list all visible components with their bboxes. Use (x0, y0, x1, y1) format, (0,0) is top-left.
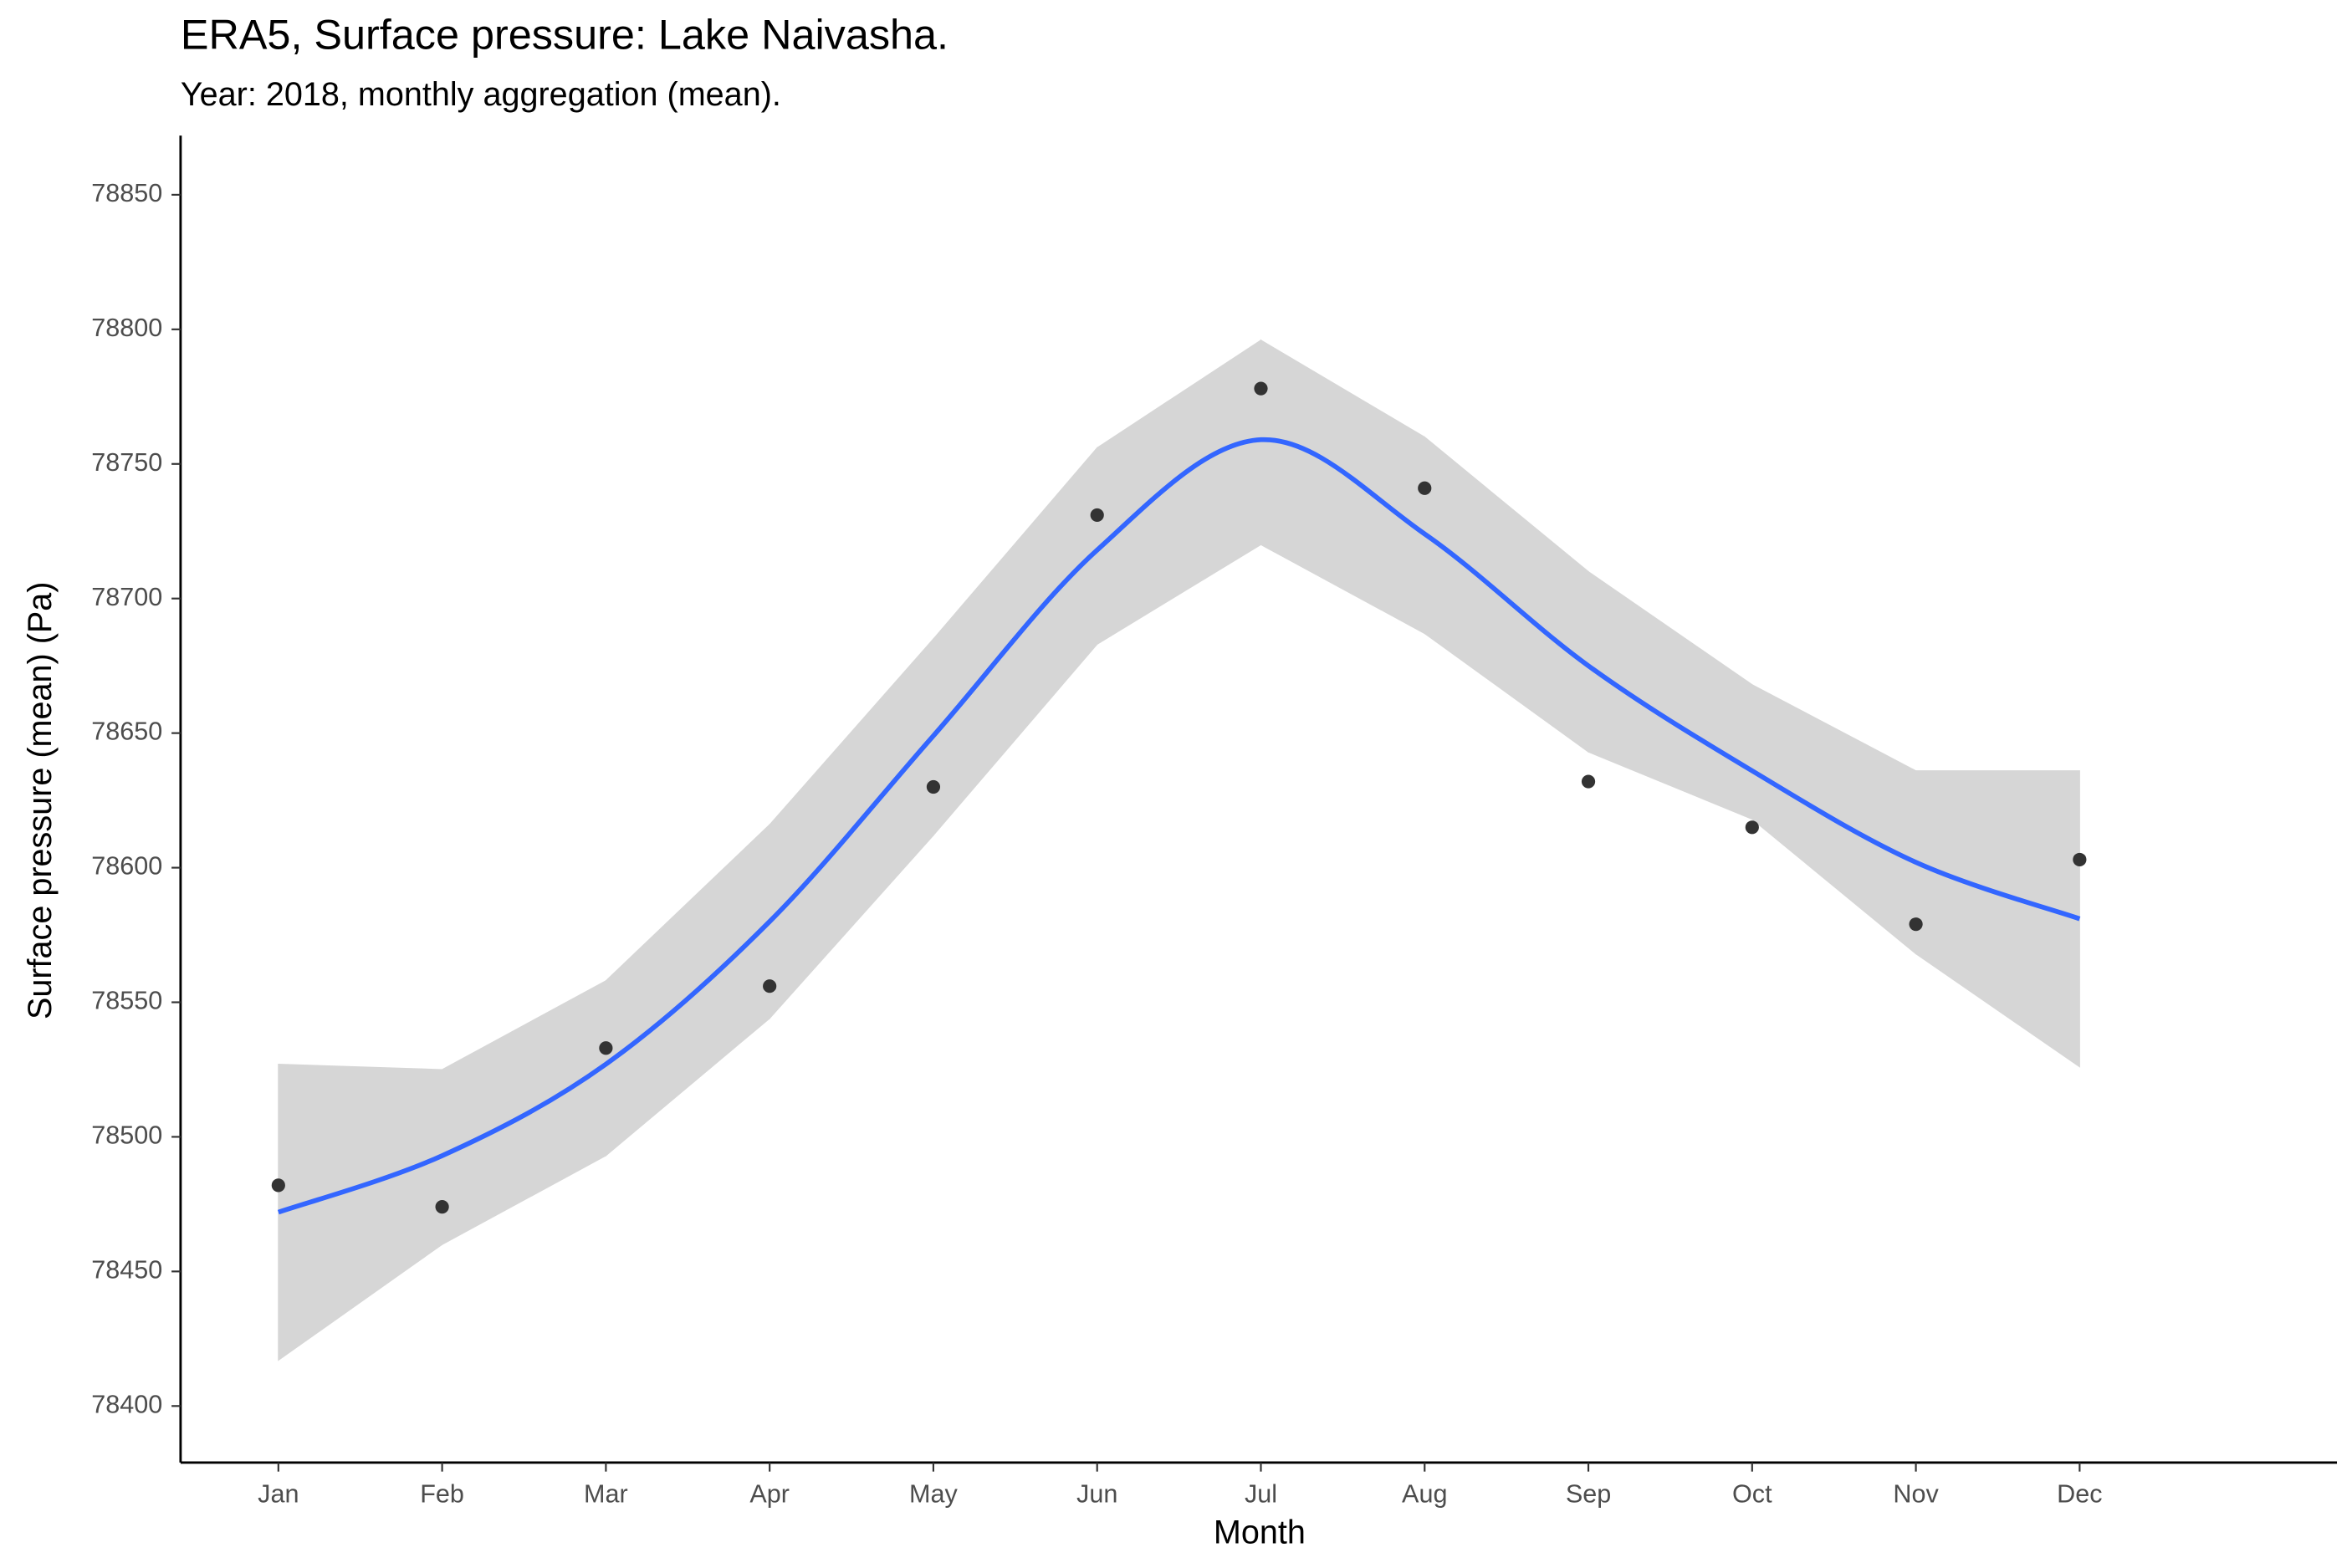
data-point (1254, 381, 1268, 396)
data-point (763, 979, 777, 993)
y-tick-label: 78450 (91, 1255, 162, 1284)
chart-title: ERA5, Surface pressure: Lake Naivasha. (181, 10, 948, 58)
x-tick-label: Jul (1245, 1480, 1277, 1509)
x-tick-label: Oct (1732, 1480, 1772, 1509)
y-axis-title: Surface pressure (mean) (Pa) (22, 582, 59, 1020)
x-tick-label: Sep (1566, 1480, 1611, 1509)
data-point (2073, 852, 2087, 867)
x-tick-label: Aug (1402, 1480, 1447, 1509)
x-tick-label: Feb (420, 1480, 464, 1509)
y-tick-label: 78400 (91, 1390, 162, 1418)
x-tick-label: Apr (749, 1480, 790, 1509)
x-tick-label: Jun (1076, 1480, 1117, 1509)
x-tick-label: Jan (258, 1480, 299, 1509)
y-tick-label: 78800 (91, 314, 162, 342)
data-point (1581, 774, 1596, 789)
data-point (435, 1200, 449, 1214)
x-tick-label: May (909, 1480, 958, 1509)
y-tick-label: 78500 (91, 1121, 162, 1150)
y-tick-label: 78750 (91, 448, 162, 477)
confidence-band (278, 1063, 443, 1361)
y-tick-label: 78850 (91, 179, 162, 207)
data-point (1090, 508, 1104, 523)
confidence-band (1260, 339, 1425, 635)
confidence-band (1588, 570, 1753, 820)
x-tick-label: Dec (2057, 1480, 2102, 1509)
confidence-band (1915, 770, 2080, 1068)
data-point (1418, 481, 1432, 495)
confidence-band (1097, 339, 1262, 646)
confidence-band (1424, 436, 1589, 753)
chart-subtitle: Year: 2018, monthly aggregation (mean). (181, 76, 781, 113)
x-axis-title: Month (1214, 1514, 1306, 1551)
data-point (599, 1041, 613, 1055)
data-point (1745, 820, 1759, 835)
x-tick-label: Nov (1893, 1480, 1939, 1509)
y-tick-label: 78600 (91, 852, 162, 881)
data-point (926, 779, 941, 794)
y-tick-label: 78700 (91, 583, 162, 611)
y-tick-label: 78650 (91, 718, 162, 746)
data-point (1909, 917, 1923, 932)
x-tick-label: Mar (584, 1480, 628, 1509)
y-tick-label: 78550 (91, 987, 162, 1015)
data-point (271, 1178, 285, 1193)
confidence-band (605, 823, 770, 1157)
fit-line (277, 437, 2081, 1215)
